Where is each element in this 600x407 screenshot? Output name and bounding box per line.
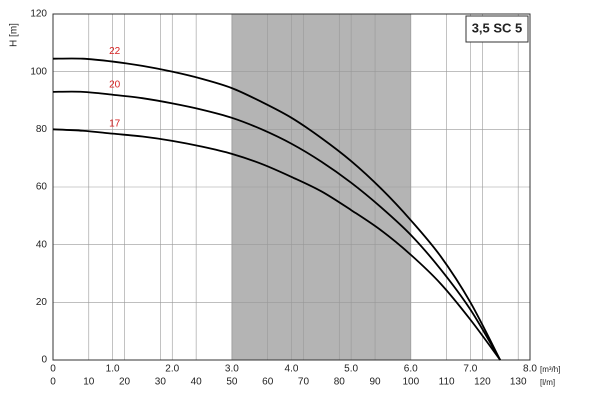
x2-tick-label: 100	[402, 377, 419, 388]
x2-tick-label: 50	[226, 377, 238, 388]
x-tick-label: 3.0	[225, 364, 239, 375]
x-tick-label: 6.0	[404, 364, 418, 375]
y-tick-label: 120	[30, 9, 47, 20]
x2-tick-label: 120	[474, 377, 491, 388]
y-tick-label: 20	[36, 297, 48, 308]
x2-tick-label: 40	[191, 377, 203, 388]
y-tick-label: 0	[41, 355, 47, 366]
x2-tick-label: 90	[369, 377, 381, 388]
title-box	[465, 15, 529, 43]
x-tick-label: 5.0	[344, 364, 358, 375]
x2-tick-label: 80	[334, 377, 346, 388]
x2-tick-label: 10	[83, 377, 95, 388]
x2-tick-label: 60	[262, 377, 274, 388]
chart-title: 3,5 SC 5	[472, 20, 523, 35]
x2-tick-label: 0	[50, 377, 56, 388]
x2-tick-label: 130	[510, 377, 527, 388]
plot-frame	[52, 13, 531, 361]
y-axis-label: H [m]	[9, 23, 20, 47]
x2-axis-label: [l/m]	[540, 378, 555, 387]
x2-tick-label: 110	[439, 377, 455, 388]
x-axis-label: [m³/h]	[540, 365, 560, 374]
curve-label: 17	[109, 118, 121, 129]
x-tick-label: 4.0	[285, 364, 299, 375]
x-tick-label: 0	[50, 364, 56, 375]
x-tick-label: 2.0	[165, 364, 179, 375]
y-tick-label: 100	[30, 66, 47, 77]
y-tick-label: 40	[36, 239, 48, 250]
curve	[52, 128, 501, 361]
y-tick-label: 60	[36, 182, 48, 193]
x2-tick-label: 20	[119, 377, 131, 388]
x2-tick-label: 30	[155, 377, 167, 388]
x-tick-label: 7.0	[463, 364, 477, 375]
curve-label: 20	[109, 79, 121, 90]
y-tick-label: 80	[36, 124, 48, 135]
curve-label: 22	[109, 46, 121, 57]
x-tick-label: 8.0	[523, 364, 537, 375]
x-tick-label: 1.0	[106, 364, 120, 375]
curve	[52, 90, 501, 361]
x2-tick-label: 70	[298, 377, 310, 388]
curve	[52, 57, 501, 361]
